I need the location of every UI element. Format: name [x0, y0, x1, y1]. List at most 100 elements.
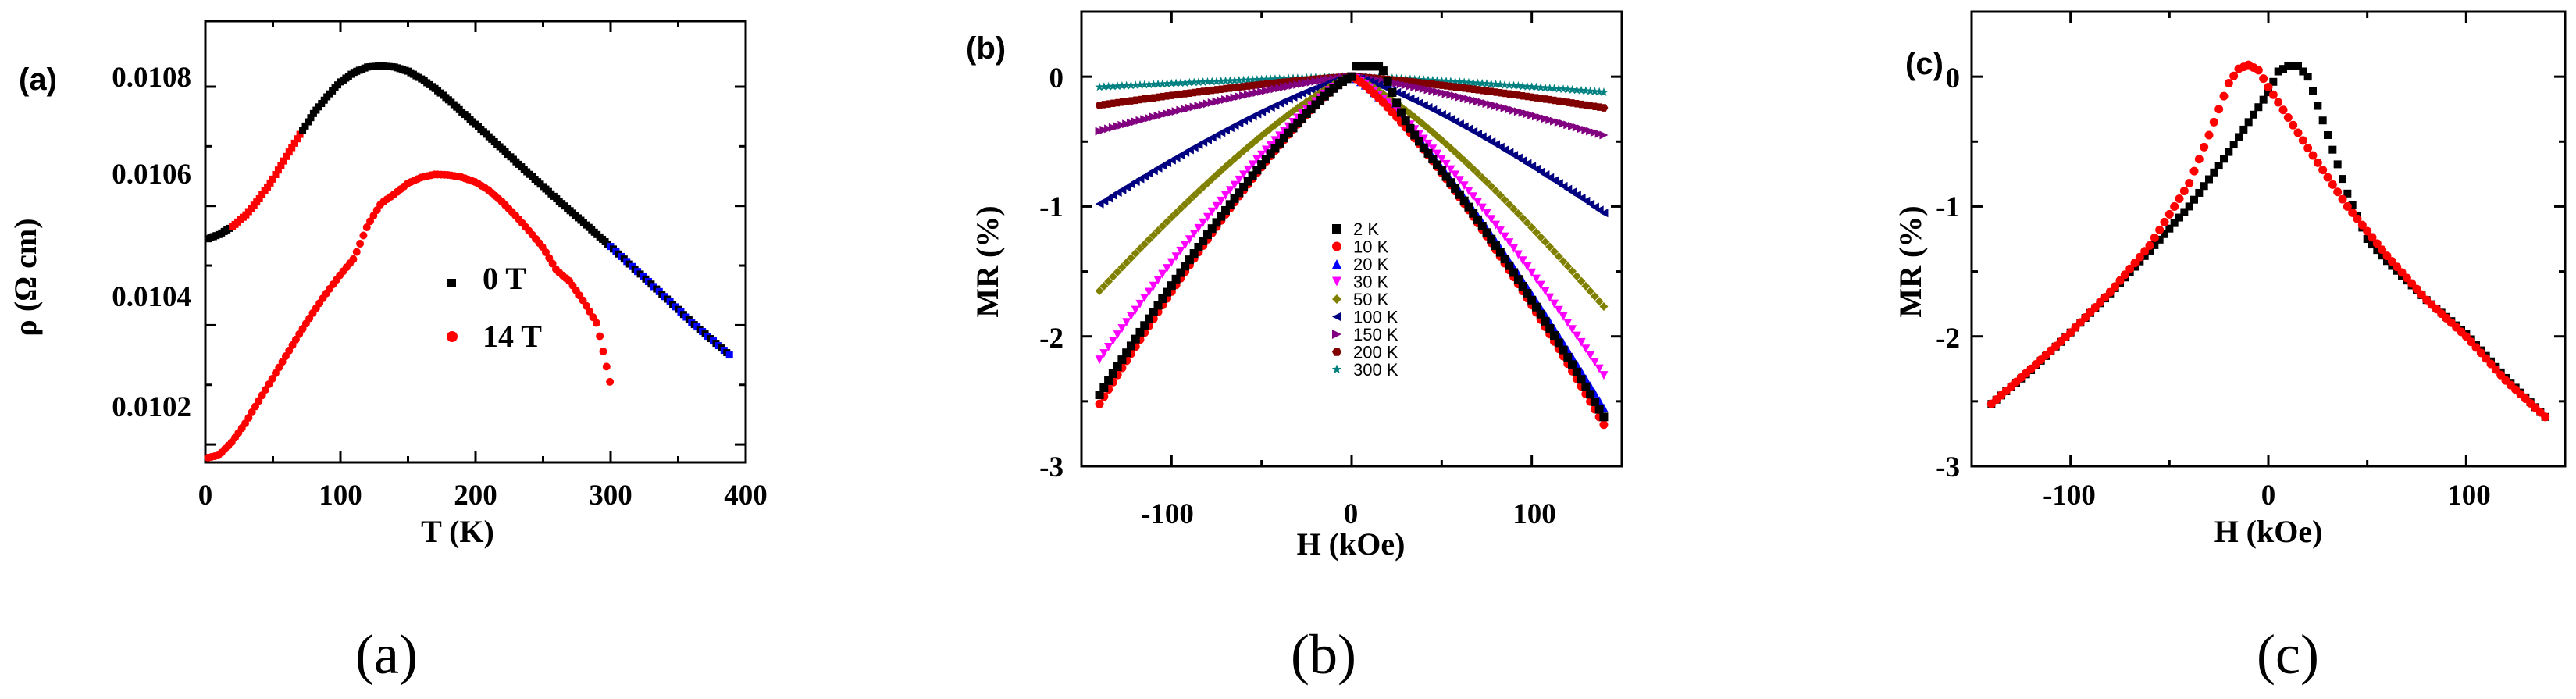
data-point-14T [599, 347, 607, 355]
data-point-150K [1217, 96, 1226, 105]
data-point-2K [1509, 268, 1519, 277]
data-point-50K [1099, 281, 1109, 291]
x-tick-labels-b: -100 0 100 [1141, 498, 1556, 530]
data-point-50K [1113, 267, 1122, 276]
y-tick-label: 0 [1946, 62, 1961, 95]
data-point-300K [1450, 77, 1460, 86]
data-point-2K [2363, 235, 2371, 243]
data-point-300K [1567, 84, 1577, 94]
data-point-0T [299, 127, 307, 134]
data-point-2K [1320, 91, 1329, 101]
data-point-2K [2373, 246, 2382, 255]
data-point-30K [1117, 324, 1127, 333]
data-point-30K [1559, 312, 1568, 321]
data-point-2K [1095, 391, 1104, 400]
data-point-10K [2164, 209, 2174, 219]
data-point-0T [290, 139, 298, 147]
data-point-30K [1149, 281, 1158, 291]
data-point-2K [1428, 155, 1438, 164]
data-point-10K [2467, 337, 2476, 347]
data-point-2K [2333, 160, 2342, 169]
data-point-2K [1212, 218, 1221, 227]
data-point-30K [1099, 349, 1109, 358]
data-point-50K [1122, 258, 1131, 267]
data-point-2K [1225, 200, 1235, 209]
data-point-150K [1207, 98, 1217, 107]
data-point-50K [1487, 182, 1496, 191]
data-point-150K [1599, 130, 1609, 140]
data-point-300K [1446, 77, 1455, 86]
data-point-10K [2214, 105, 2224, 114]
data-point-14T [582, 301, 590, 310]
data-point-300K [1505, 80, 1514, 90]
data-point-150K [1252, 88, 1262, 98]
data-point-300K [1554, 84, 1564, 93]
data-point-2K [1298, 113, 1307, 123]
data-point-2K [1599, 412, 1609, 422]
data-point-30K [1513, 250, 1523, 259]
data-point-150K [1531, 112, 1541, 121]
data-point-300K [1279, 73, 1289, 83]
data-point-30K [1531, 274, 1541, 284]
data-point-150K [1261, 86, 1270, 95]
data-point-300K [1274, 73, 1284, 83]
data-point-50K [1559, 257, 1568, 266]
data-point-10K [2160, 217, 2169, 226]
data-point-150K [1563, 120, 1573, 130]
data-point-50K [1108, 272, 1117, 281]
data-point-0T [283, 152, 290, 160]
data-point-2K [1527, 295, 1537, 305]
x-tick-label: 100 [319, 480, 362, 512]
data-point-10K [2338, 194, 2347, 204]
ticks-a [204, 21, 747, 462]
data-point-30K [1248, 160, 1257, 169]
data-point-30K [1572, 331, 1581, 341]
data-point-10K [2313, 158, 2322, 167]
panel-c: (c) -100 0 100 0 -1 -2 -3 H (kOe) MR (%) [1893, 10, 2567, 549]
data-point-14T [268, 374, 276, 383]
data-point-150K [1505, 105, 1514, 114]
data-point-2K [1563, 352, 1573, 362]
data-point-150K [1163, 109, 1172, 118]
data-point-150K [1284, 81, 1293, 91]
data-point-2K [1441, 172, 1451, 181]
data-point-150K [1459, 93, 1469, 102]
legend-label-50K: 50 K [1353, 290, 1389, 309]
data-point-150K [1117, 120, 1127, 130]
legend-a: 0 T 14 T [447, 261, 542, 354]
data-point-10K [1095, 399, 1104, 408]
data-point-2K [2348, 201, 2357, 209]
panel-label-c: (c) [1905, 47, 1944, 81]
data-point-150K [1441, 89, 1451, 98]
data-point-30K [1594, 364, 1604, 373]
data-point-2K [1131, 334, 1140, 344]
data-point-30K [1207, 207, 1217, 216]
data-point-0T [272, 171, 280, 179]
data-point-150K [1594, 129, 1604, 138]
data-point-300K [1423, 75, 1433, 84]
data-point-50K [1140, 240, 1149, 249]
data-point-150K [1280, 83, 1288, 92]
data-point-10K [2274, 98, 2283, 107]
data-point-2K [1554, 338, 1563, 348]
data-point-10K [2378, 245, 2387, 255]
data-point-50K [1523, 218, 1532, 227]
data-point-2K [2269, 77, 2278, 86]
data-point-30K [1505, 238, 1514, 248]
data-point-50K [1145, 235, 1153, 244]
data-point-30K [1419, 134, 1428, 144]
x-tick-label: 300 [589, 480, 632, 512]
data-point-2K [2205, 175, 2213, 184]
data-point-10K [2209, 117, 2218, 127]
data-point-300K [1158, 79, 1167, 88]
data-point-10K [2283, 113, 2293, 123]
data-point-2K [1360, 62, 1370, 71]
data-point-2K [1217, 212, 1226, 221]
data-point-14T [278, 358, 287, 366]
data-point-10K [2179, 186, 2189, 195]
data-point-2K [1356, 62, 1366, 71]
data-point-0T [296, 130, 304, 138]
data-point-300K [1103, 81, 1113, 91]
data-point-150K [1509, 105, 1519, 115]
x-axis-title-b: H (kOe) [1297, 526, 1406, 562]
